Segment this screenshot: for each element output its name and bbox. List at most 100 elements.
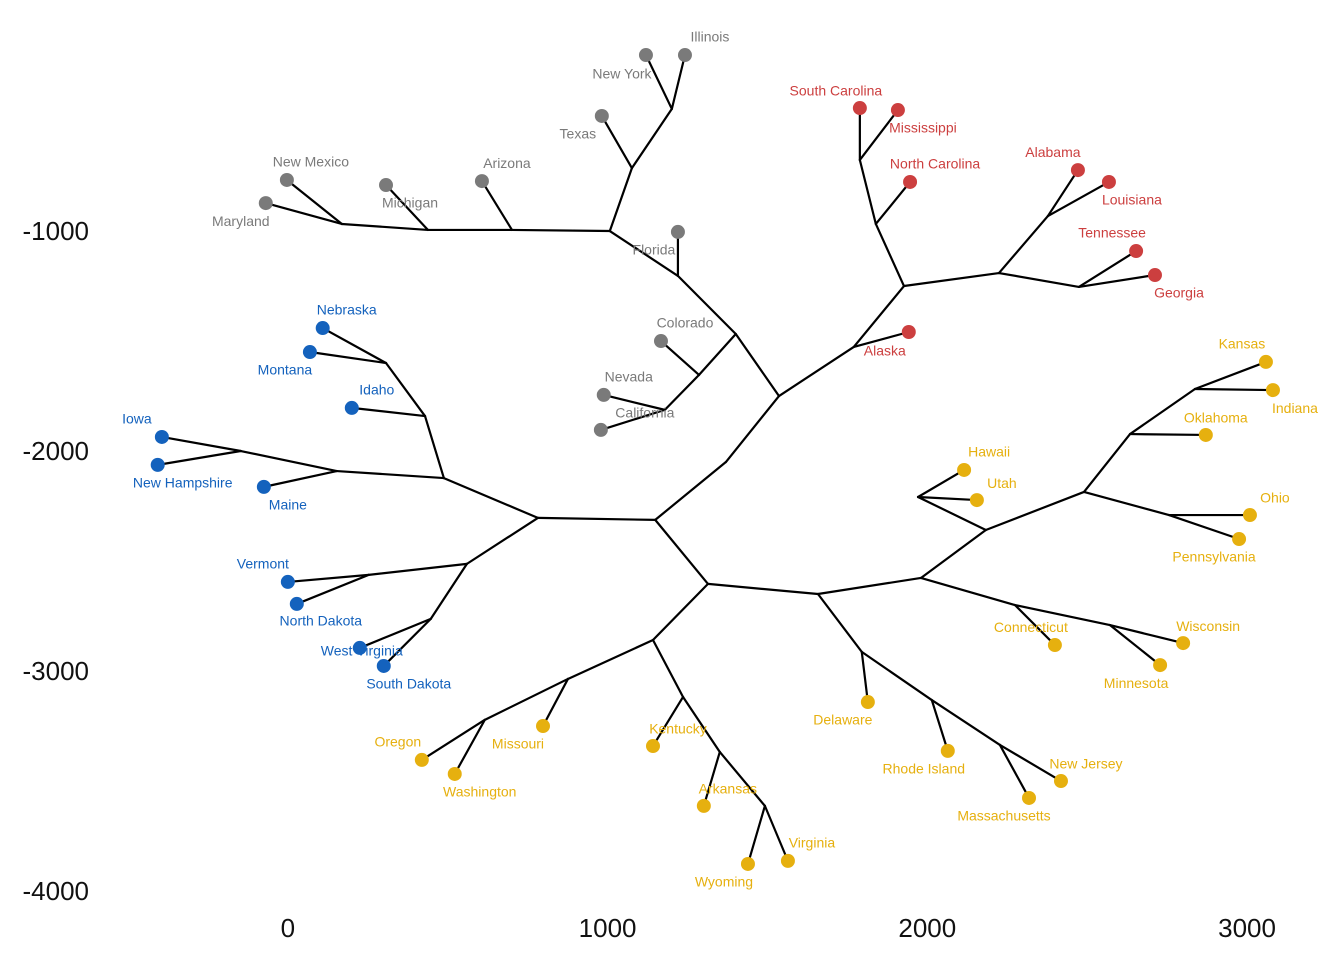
leaf-point [596,387,611,402]
leaf-label: Louisiana [1102,192,1162,208]
tree-edge [1077,249,1138,288]
leaf-label: Illinois [691,29,730,45]
leaf-point [1258,354,1273,369]
leaf-label: South Dakota [366,676,451,692]
leaf-label: California [615,405,674,421]
tree-edge [367,562,468,576]
leaf-label: Alabama [1025,144,1080,160]
tree-edge [264,201,343,226]
leaf-label: Arkansas [699,781,757,797]
leaf-label: Maryland [212,213,270,229]
leaf-point [957,462,972,477]
tree-edge [997,271,1080,288]
tree-edge [916,495,987,532]
tree-edge [852,330,910,349]
tree-edge [644,53,673,111]
tree-edge [763,804,790,862]
leaf-point [1147,268,1162,283]
leaf-point [653,334,668,349]
tree-edge [1128,387,1197,436]
leaf-point [280,574,295,589]
tree-edge [746,804,766,866]
tree-edge [1046,168,1080,218]
leaf-label: Ohio [1260,490,1290,506]
leaf-point [352,640,367,655]
leaf-point [901,325,916,339]
leaf-label: Arizona [483,155,531,171]
tree-edge [1013,603,1057,647]
tree-edge [663,373,701,411]
tree-edge [382,617,432,668]
tree-edge [286,573,370,584]
tree-edge [874,180,912,226]
leaf-point [677,48,692,63]
leaf-label: Virginia [789,835,836,851]
tree-edge [239,449,338,473]
tree-edge [930,698,949,752]
x-tick-label: 1000 [579,913,637,943]
leaf-point [696,798,711,813]
tree-edge [160,435,242,453]
leaf-point [594,108,609,123]
tree-edge [651,582,710,642]
leaf-point [279,172,294,187]
leaf-point [1242,508,1257,523]
x-tick-label: 0 [281,913,295,943]
leaf-label: Hawaii [968,444,1010,460]
leaf-point [1129,244,1144,259]
tree-edge [651,638,685,699]
leaf-point [852,101,867,116]
leaf-label: Idaho [359,382,394,398]
leaf-point [860,695,875,710]
tree-edge [1082,490,1171,517]
leaf-label: Delaware [813,712,872,728]
leaf-label: Minnesota [1104,675,1169,691]
tree-edge [998,743,1063,783]
tree-edge [1128,432,1207,437]
leaf-point [150,457,165,472]
tree-edge [321,326,388,365]
leaf-point [1053,774,1068,789]
leaf-point [256,479,271,494]
leaf-label: Vermont [237,556,289,572]
x-tick-label: 2000 [898,913,956,943]
tree-edge [285,178,343,226]
leaf-label: Texas [560,126,597,142]
tree-edge [681,695,721,754]
leaf-point [344,400,359,415]
leaf-point [890,103,905,118]
leaf-point [638,48,653,63]
leaf-label: Colorado [657,315,714,331]
leaf-label: Washington [443,784,516,800]
leaf-point [903,174,918,189]
leaf-label: Montana [258,362,313,378]
tree-edge [670,53,687,111]
tree-edge [156,449,242,466]
leaf-point [940,743,955,758]
leaf-label: Utah [987,475,1017,491]
tree-edge [702,750,721,807]
tree-edge [697,332,737,376]
tree-edge [916,495,978,502]
tree-edge [852,284,906,349]
leaf-point [414,752,429,767]
leaf-label: Oklahoma [1184,410,1248,426]
x-tick-label: 3000 [1218,913,1276,943]
leaf-label: New Jersey [1049,756,1122,772]
leaf-point [258,196,273,211]
tree-edge [997,214,1049,275]
tree-edge [608,229,680,277]
leaf-point [969,493,984,508]
leaf-label: New Hampshire [133,475,233,491]
tree-edge [350,406,427,418]
tree-edge [984,490,1086,532]
leaf-point [315,321,330,336]
tree-edge [919,576,1017,607]
tree-edge [483,677,570,721]
leaf-label: New York [592,66,652,82]
tree-edge [858,108,900,162]
leaf-label: Maine [269,497,307,513]
tree-edge [566,638,655,681]
y-tick-label: -3000 [23,656,90,686]
tree-edge [1108,623,1162,667]
